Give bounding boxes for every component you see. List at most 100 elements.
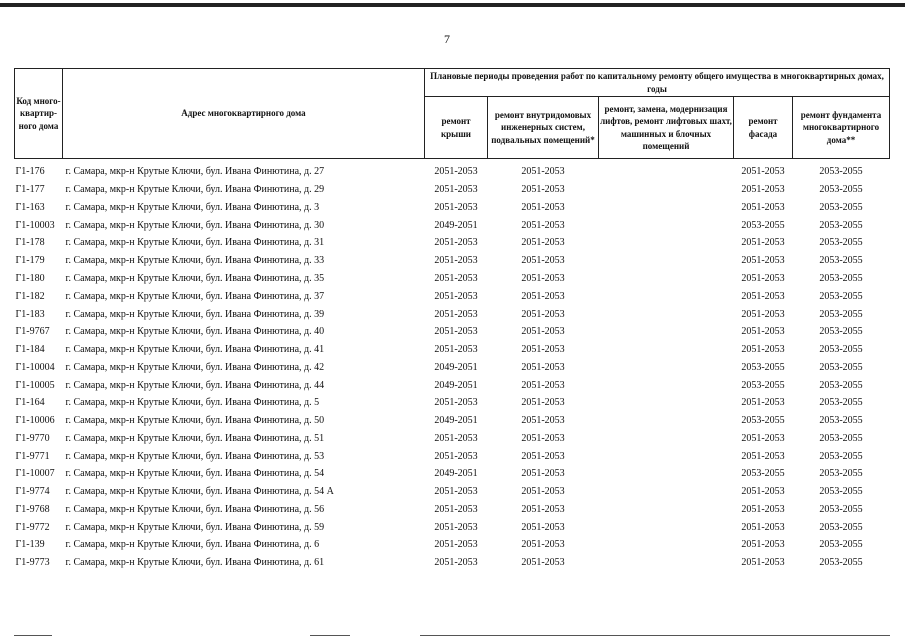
cell-internal: 2051-2053 — [521, 290, 565, 302]
cell-address: г. Самара, мкр-н Крутые Ключи, бул. Иван… — [65, 255, 325, 267]
bottom-rule — [420, 635, 890, 636]
cell-internal: 2051-2053 — [521, 361, 565, 373]
cell-roof: 2051-2053 — [434, 166, 478, 178]
cell-code: Г1-10006 — [15, 415, 55, 427]
table-row: Г1-9772 г. Самара, мкр-н Крутые Ключи, бу… — [15, 518, 890, 536]
cell-code: Г1-183 — [15, 308, 45, 320]
cell-facade: 2051-2053 — [741, 344, 785, 356]
header-facade: ремонт фасада — [733, 96, 793, 159]
cell-code: Г1-176 — [15, 166, 45, 178]
cell-internal: 2051-2053 — [521, 468, 565, 480]
table-row: Г1-9773 г. Самара, мкр-н Крутые Ключи, бу… — [15, 554, 890, 572]
cell-facade: 2053-2055 — [741, 219, 785, 231]
cell-address: г. Самара, мкр-н Крутые Ключи, бул. Иван… — [65, 415, 325, 427]
cell-foundation: 2053-2055 — [819, 308, 863, 320]
cell-internal: 2051-2053 — [521, 432, 565, 444]
cell-lifts — [599, 358, 734, 376]
cell-facade: 2051-2053 — [741, 397, 785, 409]
table-row: Г1-10004 г. Самара, мкр-н Крутые Ключи, б… — [15, 358, 890, 376]
cell-code: Г1-10005 — [15, 379, 55, 391]
cell-lifts — [599, 536, 734, 554]
cell-foundation: 2053-2055 — [819, 397, 863, 409]
cell-address: г. Самара, мкр-н Крутые Ключи, бул. Иван… — [65, 468, 325, 480]
cell-address: г. Самара, мкр-н Крутые Ключи, бул. Иван… — [65, 272, 325, 284]
cell-foundation: 2053-2055 — [819, 184, 863, 196]
page-number: 7 — [444, 32, 450, 46]
table-row: Г1-177 г. Самара, мкр-н Крутые Ключи, бул… — [15, 181, 890, 199]
cell-code: Г1-10007 — [15, 468, 55, 480]
top-rule — [0, 3, 905, 7]
cell-foundation: 2053-2055 — [819, 201, 863, 213]
cell-lifts — [599, 518, 734, 536]
cell-code: Г1-177 — [15, 184, 45, 196]
cell-address: г. Самара, мкр-н Крутые Ключи, бул. Иван… — [65, 379, 325, 391]
table-row: Г1-139 г. Самара, мкр-н Крутые Ключи, бул… — [15, 536, 890, 554]
cell-roof: 2049-2051 — [434, 415, 478, 427]
capital-repair-table: Код много-квартир-ного дома Адрес многок… — [14, 68, 890, 572]
cell-foundation: 2053-2055 — [819, 521, 863, 533]
cell-code: Г1-179 — [15, 255, 45, 267]
cell-facade: 2051-2053 — [741, 184, 785, 196]
cell-foundation: 2053-2055 — [819, 432, 863, 444]
table-row: Г1-9774 г. Самара, мкр-н Крутые Ключи, бу… — [15, 483, 890, 501]
table-row: Г1-182 г. Самара, мкр-н Крутые Ключи, бул… — [15, 287, 890, 305]
cell-foundation: 2053-2055 — [819, 219, 863, 231]
cell-facade: 2053-2055 — [741, 468, 785, 480]
cell-facade: 2051-2053 — [741, 521, 785, 533]
cell-code: Г1-163 — [15, 201, 45, 213]
table-row: Г1-183 г. Самара, мкр-н Крутые Ключи, бул… — [15, 305, 890, 323]
cell-address: г. Самара, мкр-н Крутые Ключи, бул. Иван… — [65, 201, 320, 213]
table-row: Г1-179 г. Самара, мкр-н Крутые Ключи, бул… — [15, 252, 890, 270]
cell-facade: 2051-2053 — [741, 272, 785, 284]
table-row: Г1-9771 г. Самара, мкр-н Крутые Ключи, бу… — [15, 447, 890, 465]
cell-internal: 2051-2053 — [521, 539, 565, 551]
header-lifts: ремонт, замена, модернизация лифтов, рем… — [598, 96, 734, 159]
header-code: Код много-квартир-ного дома — [14, 68, 63, 159]
cell-address: г. Самара, мкр-н Крутые Ключи, бул. Иван… — [65, 290, 325, 302]
cell-foundation: 2053-2055 — [819, 255, 863, 267]
cell-facade: 2051-2053 — [741, 539, 785, 551]
cell-facade: 2053-2055 — [741, 415, 785, 427]
cell-foundation: 2053-2055 — [819, 503, 863, 515]
cell-internal: 2051-2053 — [521, 201, 565, 213]
cell-roof: 2051-2053 — [434, 201, 478, 213]
cell-facade: 2053-2055 — [741, 379, 785, 391]
cell-code: Г1-9770 — [15, 432, 50, 444]
cell-facade: 2051-2053 — [741, 432, 785, 444]
cell-code: Г1-9767 — [15, 326, 50, 338]
cell-foundation: 2053-2055 — [819, 486, 863, 498]
cell-internal: 2051-2053 — [521, 415, 565, 427]
cell-foundation: 2053-2055 — [819, 290, 863, 302]
cell-lifts — [599, 270, 734, 288]
table-row: Г1-178 г. Самара, мкр-н Крутые Ключи, бул… — [15, 234, 890, 252]
cell-address: г. Самара, мкр-н Крутые Ключи, бул. Иван… — [65, 450, 325, 462]
cell-lifts — [599, 199, 734, 217]
header-periods-group: Плановые периоды проведения работ по кап… — [424, 68, 890, 97]
cell-facade: 2051-2053 — [741, 308, 785, 320]
cell-roof: 2051-2053 — [434, 521, 478, 533]
cell-lifts — [599, 234, 734, 252]
cell-foundation: 2053-2055 — [819, 361, 863, 373]
header-address: Адрес многоквартирного дома — [62, 68, 425, 159]
cell-facade: 2051-2053 — [741, 486, 785, 498]
cell-internal: 2051-2053 — [521, 326, 565, 338]
cell-lifts — [599, 394, 734, 412]
cell-roof: 2049-2051 — [434, 379, 478, 391]
cell-lifts — [599, 287, 734, 305]
cell-facade: 2051-2053 — [741, 255, 785, 267]
cell-internal: 2051-2053 — [521, 237, 565, 249]
cell-code: Г1-184 — [15, 344, 45, 356]
cell-code: Г1-9771 — [15, 450, 50, 462]
cell-lifts — [599, 376, 734, 394]
cell-internal: 2051-2053 — [521, 450, 565, 462]
cell-address: г. Самара, мкр-н Крутые Ключи, бул. Иван… — [65, 219, 325, 231]
cell-roof: 2051-2053 — [434, 503, 478, 515]
cell-roof: 2051-2053 — [434, 272, 478, 284]
cell-address: г. Самара, мкр-н Крутые Ключи, бул. Иван… — [65, 326, 325, 338]
cell-code: Г1-10003 — [15, 219, 55, 231]
cell-foundation: 2053-2055 — [819, 166, 863, 178]
cell-code: Г1-182 — [15, 290, 45, 302]
table-row: Г1-10003 г. Самара, мкр-н Крутые Ключи, б… — [15, 216, 890, 234]
cell-internal: 2051-2053 — [521, 272, 565, 284]
cell-facade: 2051-2053 — [741, 450, 785, 462]
